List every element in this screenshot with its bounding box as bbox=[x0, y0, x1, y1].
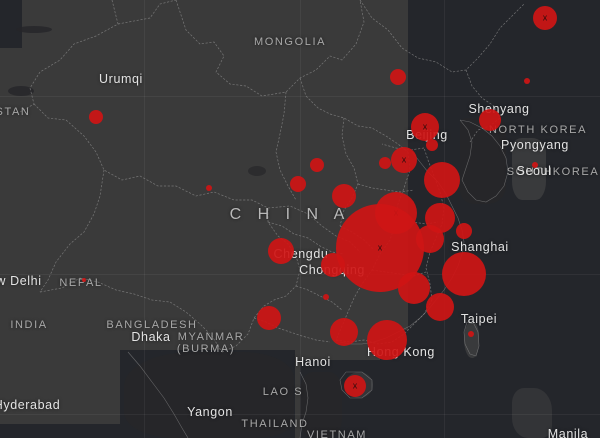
luzon-island bbox=[512, 388, 552, 438]
south-korea-land bbox=[512, 138, 546, 200]
case-bubble-shanghai[interactable] bbox=[456, 223, 472, 239]
case-bubble-shandong[interactable] bbox=[424, 162, 460, 198]
case-bubble-ningxia[interactable] bbox=[310, 158, 324, 172]
case-bubble-hainan[interactable]: x bbox=[344, 375, 366, 397]
qinghai-lake bbox=[248, 166, 266, 176]
case-bubble-shanxi[interactable]: x bbox=[391, 147, 417, 173]
case-bubble-shaanxi[interactable] bbox=[332, 184, 356, 208]
case-bubble-liaoning[interactable] bbox=[479, 109, 501, 131]
case-bubble-seoul[interactable] bbox=[532, 162, 538, 168]
case-bubble-inner-mongolia[interactable] bbox=[390, 69, 406, 85]
case-bubble-jilin[interactable] bbox=[524, 78, 530, 84]
case-bubble-nepal[interactable] bbox=[82, 278, 86, 282]
case-bubble-zhejiang[interactable] bbox=[442, 252, 486, 296]
longitude-line-2 bbox=[300, 0, 301, 438]
lake-one bbox=[16, 26, 52, 33]
latitude-line-1 bbox=[0, 96, 600, 97]
bubble-center-marker: x bbox=[542, 12, 548, 23]
case-bubble-taiwan[interactable] bbox=[468, 331, 474, 337]
case-bubble-gansu[interactable] bbox=[290, 176, 306, 192]
longitude-line-1 bbox=[144, 0, 145, 438]
case-bubble-xinjiang[interactable] bbox=[89, 110, 103, 124]
lake-balkhash-area bbox=[0, 0, 22, 48]
bubble-center-marker: x bbox=[422, 121, 428, 132]
bubble-center-marker: x bbox=[377, 242, 383, 253]
case-bubble-guangxi[interactable] bbox=[330, 318, 358, 346]
case-bubble-tianjin[interactable] bbox=[426, 139, 438, 151]
case-bubble-heilongjiang[interactable]: x bbox=[533, 6, 557, 30]
latitude-line-3 bbox=[0, 414, 600, 415]
india-peninsula-dark bbox=[124, 352, 294, 438]
case-bubble-guangdong[interactable] bbox=[367, 320, 407, 360]
latitude-line-2 bbox=[0, 274, 600, 275]
case-bubble-tibet[interactable] bbox=[206, 185, 212, 191]
lake-two bbox=[8, 86, 34, 96]
case-bubble-jiangxi[interactable] bbox=[398, 272, 430, 304]
case-bubble-chongqing[interactable] bbox=[321, 253, 345, 277]
case-bubble-fujian[interactable] bbox=[426, 293, 454, 321]
case-bubble-chengdu-sichuan[interactable] bbox=[268, 238, 294, 264]
korea-peninsula-dark bbox=[460, 118, 506, 204]
case-bubble-yunnan[interactable] bbox=[257, 306, 281, 330]
case-bubble-beijing[interactable]: x bbox=[411, 113, 439, 141]
bubble-center-marker: x bbox=[352, 380, 358, 391]
bubble-center-marker: x bbox=[401, 154, 407, 165]
case-bubble-guizhou[interactable] bbox=[323, 294, 329, 300]
case-bubble-hebei-south[interactable] bbox=[379, 157, 391, 169]
